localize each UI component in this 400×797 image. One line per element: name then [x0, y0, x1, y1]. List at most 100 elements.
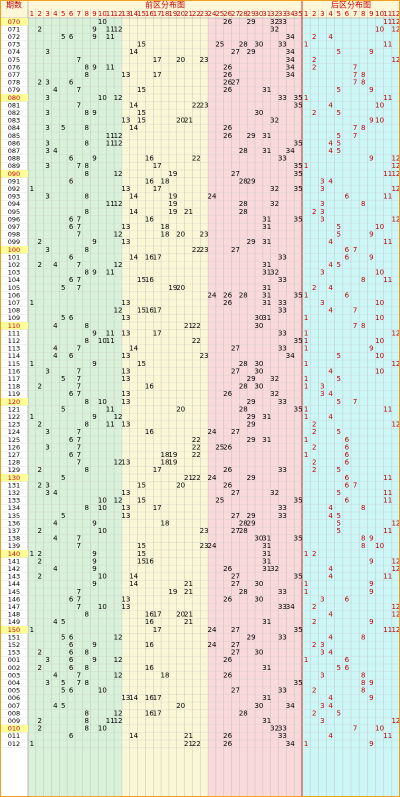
issue: 072 [8, 33, 20, 41]
front-column-label: 16 [145, 10, 154, 18]
front-number: 34 [286, 56, 295, 64]
front-number: 29 [247, 132, 256, 140]
front-number: 15 [137, 109, 146, 117]
front-number: 26 [223, 390, 232, 398]
front-number: 32 [270, 269, 279, 277]
front-number: 14 [129, 193, 138, 201]
back-number: 4 [328, 177, 333, 185]
back-number: 3 [320, 702, 324, 710]
front-column-label: 18 [161, 10, 170, 18]
front-number: 7 [77, 86, 81, 94]
front-number: 24 [208, 626, 217, 634]
front-number: 31 [262, 436, 271, 444]
back-number: 3 [320, 200, 324, 208]
issue: 091 [8, 177, 20, 185]
front-number: 27 [231, 580, 240, 588]
front-number: 16 [145, 155, 154, 163]
front-number: 28 [239, 360, 248, 368]
front-number: 26 [223, 595, 232, 603]
front-number: 7 [77, 284, 81, 292]
back-number: 11 [383, 489, 392, 497]
front-number: 9 [92, 155, 96, 163]
front-number: 28 [239, 383, 248, 391]
front-number: 3 [45, 147, 49, 155]
front-number: 16 [145, 428, 154, 436]
back-number: 5 [337, 398, 341, 406]
front-number: 22 [192, 436, 201, 444]
front-number: 33 [278, 588, 287, 596]
front-number: 16 [145, 557, 154, 565]
back-number: 1 [304, 451, 308, 459]
front-number: 35 [294, 162, 303, 170]
front-number: 4 [53, 147, 58, 155]
front-number: 5 [61, 512, 65, 520]
back-number: 4 [328, 390, 333, 398]
back-number: 4 [328, 702, 333, 710]
front-number: 32 [270, 725, 279, 733]
front-number: 13 [121, 185, 130, 193]
issue: 094 [8, 200, 20, 208]
issue: 082 [8, 109, 20, 117]
back-number: 11 [383, 193, 392, 201]
front-number: 30 [254, 41, 263, 49]
front-number: 8 [84, 337, 88, 345]
front-number: 6 [69, 33, 74, 41]
front-number: 12 [114, 656, 123, 664]
front-number: 19 [168, 200, 177, 208]
front-number: 17 [153, 466, 162, 474]
back-number: 10 [375, 542, 384, 550]
issue: 117 [8, 375, 20, 383]
back-number: 8 [361, 200, 365, 208]
front-number: 27 [231, 527, 240, 535]
front-number: 1 [30, 626, 34, 634]
front-number: 4 [53, 322, 58, 330]
front-number: 8 [84, 63, 88, 71]
front-number: 11 [106, 337, 115, 345]
front-number: 6 [69, 215, 74, 223]
issue: 006 [8, 694, 20, 702]
back-number: 6 [345, 481, 350, 489]
issue: 075 [8, 56, 20, 64]
front-number: 13 [121, 352, 130, 360]
back-number: 2 [312, 641, 316, 649]
front-column-label: 25 [215, 10, 224, 18]
issue: 113 [8, 345, 20, 353]
front-number: 21 [184, 117, 193, 125]
issue: 005 [8, 687, 20, 695]
front-number: 30 [254, 595, 263, 603]
issue: 104 [8, 276, 20, 284]
front-number: 34 [286, 71, 295, 79]
front-number: 6 [69, 687, 74, 695]
front-number: 33 [278, 253, 287, 261]
issue: 081 [8, 101, 20, 109]
front-number: 22 [192, 443, 201, 451]
back-number: 12 [391, 626, 400, 634]
front-number: 6 [69, 314, 74, 322]
front-number: 19 [168, 588, 177, 596]
front-number: 1 [30, 185, 34, 193]
front-number: 3 [45, 124, 49, 132]
front-number: 7 [77, 603, 81, 611]
back-number: 4 [328, 261, 333, 269]
front-number: 6 [69, 595, 74, 603]
back-title: 后区分布图 [331, 0, 371, 10]
front-number: 8 [84, 109, 88, 117]
issue: 132 [8, 489, 20, 497]
issue: 139 [8, 542, 20, 550]
front-number: 2 [38, 25, 42, 33]
front-column-label: 19 [168, 10, 177, 18]
front-number: 9 [92, 580, 96, 588]
front-number: 17 [153, 611, 162, 619]
back-number: 11 [383, 497, 392, 505]
back-number: 5 [337, 109, 341, 117]
front-number: 10 [98, 398, 107, 406]
front-number: 29 [247, 398, 256, 406]
back-number: 10 [375, 25, 384, 33]
back-number: 3 [320, 649, 324, 657]
front-number: 26 [223, 86, 232, 94]
issue: 149 [8, 618, 20, 626]
back-number: 1 [304, 656, 308, 664]
front-number: 7 [77, 276, 81, 284]
back-number: 5 [337, 231, 341, 239]
front-number: 34 [286, 702, 295, 710]
